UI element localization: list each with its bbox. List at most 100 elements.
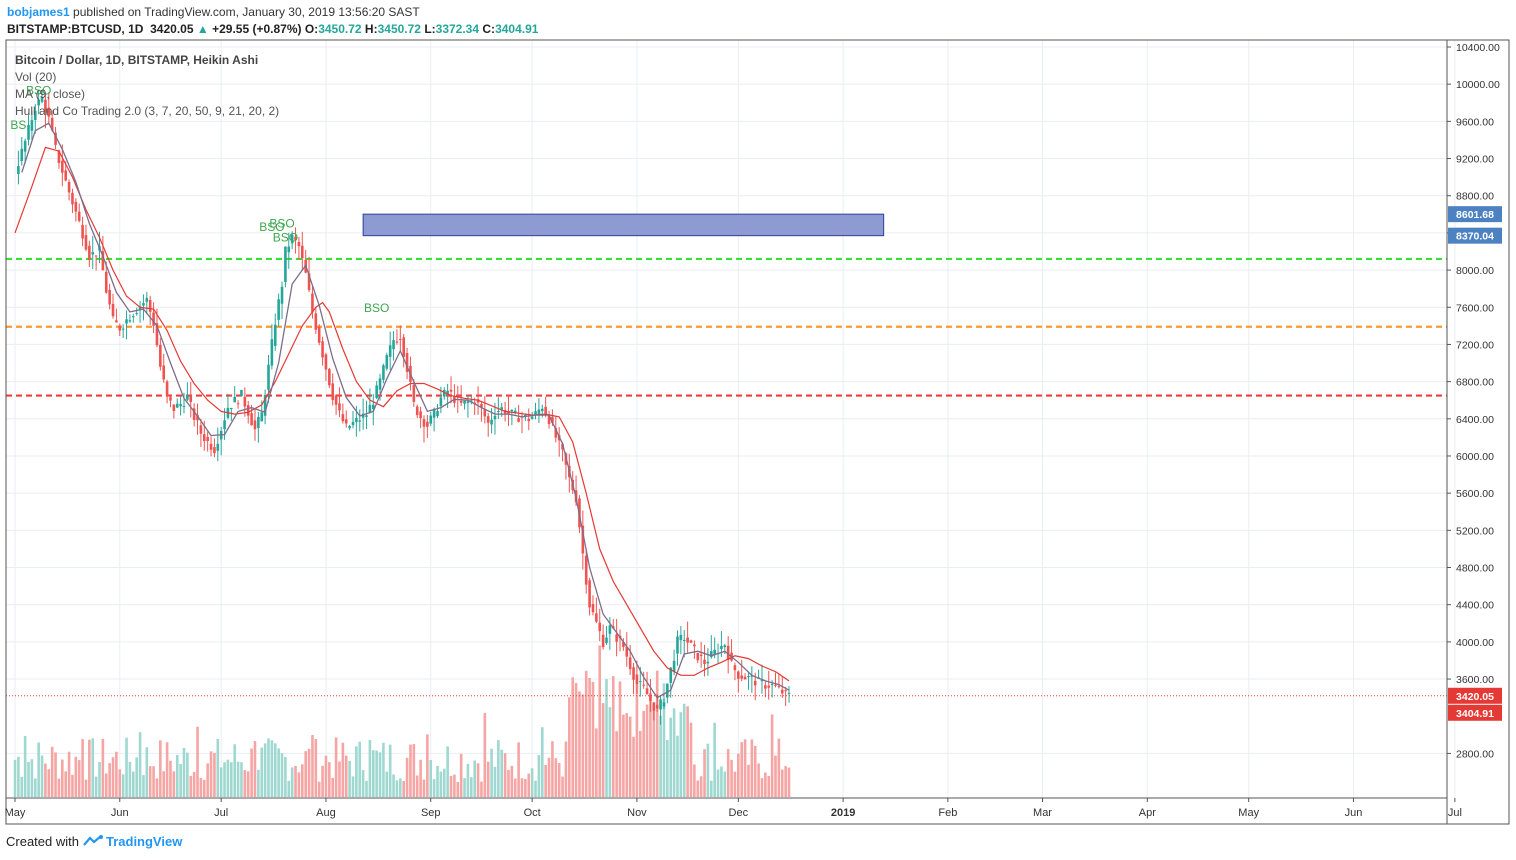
volume-bar xyxy=(159,740,162,797)
candle-body xyxy=(54,132,57,145)
price-tick-label: 4400.00 xyxy=(1456,600,1494,612)
candle-body xyxy=(209,443,213,450)
candle-body xyxy=(402,337,405,357)
volume-bar xyxy=(693,764,696,797)
volume-bar xyxy=(307,748,311,797)
volume-bar xyxy=(246,771,250,797)
volume-bar xyxy=(81,739,84,797)
bso-label: BSO xyxy=(259,220,284,234)
price-tick-label: 8800.00 xyxy=(1456,191,1494,203)
legend-volume[interactable]: Vol (20) xyxy=(15,70,57,84)
volume-bar xyxy=(666,740,669,797)
footer-brand-link[interactable]: TradingView xyxy=(105,834,183,849)
volume-bar xyxy=(40,755,44,797)
candle-body xyxy=(301,245,304,258)
candle-body xyxy=(223,420,226,430)
legend-hull-indicator[interactable]: Hull and Co Trading 2.0 (3, 7, 20, 50, 9… xyxy=(15,104,280,118)
volume-bar xyxy=(598,645,602,797)
volume-bar xyxy=(713,722,716,797)
chart-grid xyxy=(6,40,1456,798)
candle-body xyxy=(257,417,260,428)
volume-bar xyxy=(574,683,578,797)
volume-bar xyxy=(557,763,561,797)
volume-bar xyxy=(608,707,612,797)
volume-bar xyxy=(551,741,554,797)
volume-bar xyxy=(581,694,585,797)
volume-bar xyxy=(311,734,314,797)
resistance-zone-box[interactable] xyxy=(362,213,885,237)
volume-bar xyxy=(101,738,105,797)
candle-body xyxy=(770,684,774,686)
volume-bar xyxy=(169,760,172,797)
volume-bar xyxy=(375,750,378,797)
candle-body xyxy=(145,297,149,302)
volume-bar xyxy=(767,775,771,797)
volume-bar xyxy=(453,774,456,797)
candle-body xyxy=(37,99,40,106)
candle-body xyxy=(280,286,284,304)
author-link[interactable]: bobjames1 xyxy=(7,5,70,19)
candle-body xyxy=(534,411,537,416)
candle-body xyxy=(104,271,108,293)
candle-body xyxy=(23,140,27,152)
candle-body xyxy=(676,636,679,654)
price-axis[interactable]: 10400.0010000.009600.009200.008800.00840… xyxy=(1447,42,1500,760)
candle-body xyxy=(44,99,47,113)
symbol-name[interactable]: BITSTAMP:BTCUSD, 1D xyxy=(7,22,144,36)
candle-body xyxy=(341,414,345,422)
candle-body xyxy=(405,353,409,372)
legend-series-title[interactable]: Bitcoin / Dollar, 1D, BITSTAMP, Heikin A… xyxy=(15,53,259,67)
volume-bar xyxy=(334,737,338,797)
bso-label: BSO xyxy=(26,83,51,97)
candle-body xyxy=(537,409,541,414)
volume-bar xyxy=(172,771,176,797)
candle-body xyxy=(476,399,480,403)
volume-bar xyxy=(584,670,588,797)
candle-body xyxy=(172,404,176,411)
volume-bar xyxy=(226,759,230,797)
candle-body xyxy=(270,339,274,366)
price-label-text: 8601.68 xyxy=(1456,209,1494,221)
volume-bar xyxy=(138,732,142,797)
candle-body xyxy=(699,654,703,657)
candle-body xyxy=(581,525,585,554)
change-up-icon: ▲ xyxy=(196,22,209,36)
volume-bar xyxy=(17,756,20,797)
open-label: O: xyxy=(304,22,319,36)
volume-bar xyxy=(740,742,743,797)
candle-body xyxy=(77,211,81,221)
candle-body xyxy=(378,378,382,390)
volume-bar xyxy=(682,703,686,797)
candle-body xyxy=(595,613,598,622)
price-tick-label: 5200.00 xyxy=(1456,525,1494,537)
candle-body xyxy=(91,252,95,255)
volume-bar xyxy=(676,735,679,797)
volume-bar xyxy=(314,738,318,797)
candle-body xyxy=(155,323,159,346)
volume-bar xyxy=(588,677,591,797)
volume-bar xyxy=(601,703,605,797)
volume-bar xyxy=(47,769,51,797)
candle-body xyxy=(591,603,595,613)
price-tick-label: 10400.00 xyxy=(1456,42,1500,54)
candle-body xyxy=(753,680,757,686)
volume-bar xyxy=(145,747,149,797)
candle-body xyxy=(767,685,771,688)
candle-body xyxy=(148,299,152,312)
volume-bar xyxy=(209,751,213,797)
volume-bar xyxy=(476,763,480,797)
price-tick-label: 7200.00 xyxy=(1456,339,1494,351)
footer-created-text: Created with xyxy=(6,834,79,849)
legend-ma[interactable]: MA (9, close) xyxy=(15,87,86,101)
price-label-box xyxy=(1448,227,1502,244)
volume-bar xyxy=(571,677,574,797)
time-axis[interactable]: May Jun Jul Aug Sep Oct Nov Dec 2019 Feb Mar Apr May… xyxy=(5,798,1462,819)
candle-body xyxy=(33,110,37,120)
candle-body xyxy=(371,404,375,409)
candle-body xyxy=(121,328,125,330)
candle-body xyxy=(290,234,294,244)
volume-bar xyxy=(301,764,304,797)
candle-body xyxy=(382,365,385,380)
candle-body xyxy=(20,148,24,161)
